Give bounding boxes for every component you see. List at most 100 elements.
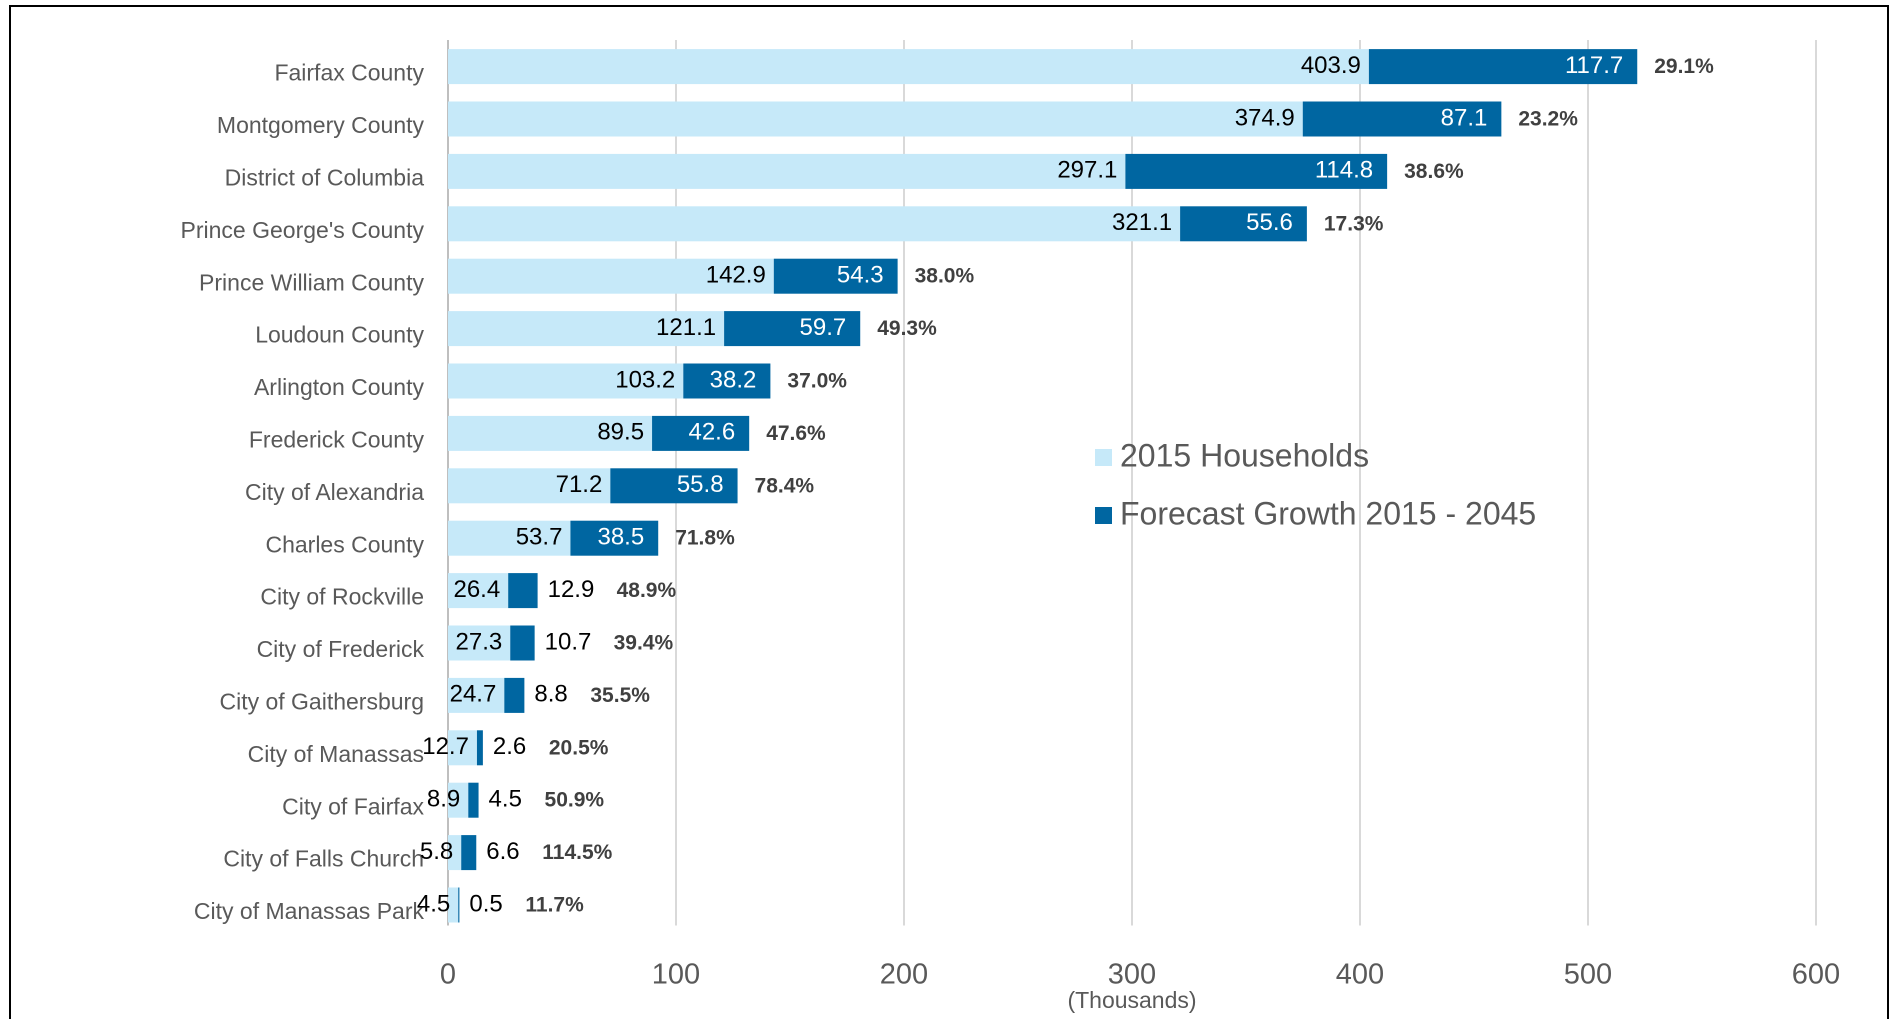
value-label: 26.4 bbox=[453, 576, 500, 603]
bar-segment bbox=[510, 625, 535, 661]
value-label: 0.5 bbox=[469, 890, 502, 917]
value-label: 10.7 bbox=[545, 628, 592, 655]
value-label: 87.1 bbox=[1441, 104, 1488, 131]
growth-label: 29.1% bbox=[1654, 55, 1714, 78]
value-label: 38.5 bbox=[597, 524, 644, 551]
category-label: Charles County bbox=[265, 531, 424, 557]
x-tick-label: 100 bbox=[652, 959, 700, 991]
growth-label: 37.0% bbox=[787, 370, 847, 393]
x-tick-label: 300 bbox=[1108, 959, 1156, 991]
value-label: 8.8 bbox=[534, 681, 567, 708]
growth-label: 39.4% bbox=[614, 632, 674, 655]
growth-label: 35.5% bbox=[590, 684, 650, 707]
bar-segment bbox=[448, 101, 1303, 137]
value-label: 121.1 bbox=[656, 314, 716, 341]
bar-segment bbox=[448, 887, 459, 923]
bar-segment bbox=[448, 258, 774, 294]
bar-segment bbox=[570, 520, 659, 556]
value-label: 53.7 bbox=[516, 524, 563, 551]
value-label: 55.8 bbox=[677, 471, 724, 498]
value-label: 12.9 bbox=[548, 576, 595, 603]
value-label: 8.9 bbox=[427, 786, 460, 813]
growth-label: 23.2% bbox=[1518, 108, 1578, 131]
value-label: 117.7 bbox=[1565, 52, 1623, 79]
bar-segment bbox=[1180, 206, 1307, 242]
legend-label: Forecast Growth 2015 - 2045 bbox=[1120, 495, 1536, 531]
category-label: City of Alexandria bbox=[245, 479, 424, 505]
value-label: 142.9 bbox=[706, 262, 766, 289]
bar-segment bbox=[1125, 153, 1388, 189]
legend-swatch bbox=[1095, 449, 1112, 466]
bar-segment bbox=[448, 468, 611, 504]
bar-segment bbox=[508, 573, 538, 609]
growth-label: 50.9% bbox=[545, 789, 605, 812]
bar-segment bbox=[461, 835, 477, 871]
x-tick-label: 600 bbox=[1792, 959, 1840, 991]
bar-segment bbox=[448, 625, 511, 661]
bar-segment bbox=[448, 573, 509, 609]
growth-label: 20.5% bbox=[549, 736, 609, 759]
growth-label: 47.6% bbox=[766, 422, 826, 445]
value-label: 27.3 bbox=[456, 628, 503, 655]
value-label: 374.9 bbox=[1235, 104, 1295, 131]
category-label: District of Columbia bbox=[225, 164, 425, 190]
bar-segment bbox=[448, 311, 725, 347]
growth-label: 38.0% bbox=[915, 265, 975, 288]
value-label: 4.5 bbox=[489, 786, 522, 813]
x-tick-label: 200 bbox=[880, 959, 928, 991]
category-label: Loudoun County bbox=[255, 322, 424, 348]
category-label: City of Fairfax bbox=[282, 793, 424, 819]
growth-label: 38.6% bbox=[1404, 160, 1464, 183]
value-label: 38.2 bbox=[710, 366, 757, 393]
bar-segment bbox=[1368, 49, 1638, 85]
x-axis-label: (Thousands) bbox=[1067, 987, 1196, 1013]
value-label: 42.6 bbox=[688, 419, 735, 446]
value-label: 321.1 bbox=[1112, 209, 1172, 236]
growth-label: 48.9% bbox=[617, 579, 677, 602]
bar-segment bbox=[448, 730, 477, 766]
bar-segment bbox=[448, 49, 1369, 85]
bar-segment bbox=[652, 415, 750, 451]
category-label: City of Frederick bbox=[257, 636, 425, 662]
bar-segment bbox=[448, 782, 469, 818]
value-label: 54.3 bbox=[837, 262, 884, 289]
value-label: 71.2 bbox=[556, 471, 603, 498]
value-label: 114.8 bbox=[1315, 157, 1373, 184]
value-label: 297.1 bbox=[1057, 157, 1117, 184]
value-label: 5.8 bbox=[420, 838, 453, 865]
bar-segment bbox=[448, 677, 505, 713]
value-label: 2.6 bbox=[493, 733, 526, 760]
bar-segment bbox=[610, 468, 738, 504]
value-label: 24.7 bbox=[450, 681, 497, 708]
x-tick-label: 0 bbox=[440, 959, 456, 991]
category-label: City of Rockville bbox=[260, 584, 424, 610]
bar-segment bbox=[448, 363, 684, 399]
bar-segment bbox=[683, 363, 771, 399]
bar-segment bbox=[448, 153, 1126, 189]
bar-segment bbox=[724, 311, 861, 347]
growth-label: 114.5% bbox=[542, 841, 612, 864]
value-label: 103.2 bbox=[615, 366, 675, 393]
category-label: Arlington County bbox=[254, 374, 425, 400]
value-label: 89.5 bbox=[597, 419, 644, 446]
bar-segment bbox=[458, 887, 460, 923]
x-tick-label: 500 bbox=[1564, 959, 1612, 991]
bar-segment bbox=[448, 835, 462, 871]
bar-segment bbox=[504, 677, 525, 713]
bar-segment bbox=[448, 415, 653, 451]
category-label: Prince William County bbox=[199, 269, 424, 295]
category-label: City of Falls Church bbox=[223, 846, 424, 872]
bar-segment bbox=[773, 258, 898, 294]
category-label: Prince George's County bbox=[181, 217, 425, 243]
category-label: City of Manassas bbox=[248, 741, 424, 767]
growth-label: 17.3% bbox=[1324, 212, 1384, 235]
value-label: 55.6 bbox=[1246, 209, 1293, 236]
growth-label: 11.7% bbox=[525, 894, 584, 917]
legend-swatch bbox=[1095, 507, 1112, 524]
category-label: Frederick County bbox=[249, 426, 425, 452]
value-label: 12.7 bbox=[422, 733, 469, 760]
bar-segment bbox=[448, 520, 571, 556]
value-label: 403.9 bbox=[1301, 52, 1361, 79]
legend-label: 2015 Households bbox=[1120, 437, 1369, 473]
bar-segment bbox=[1302, 101, 1502, 137]
